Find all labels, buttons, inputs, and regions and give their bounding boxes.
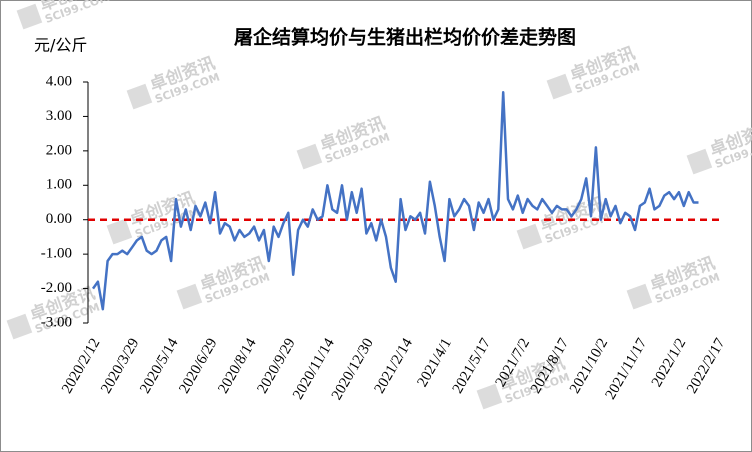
y-tick-label: -3.00 (41, 314, 72, 330)
watermark-logo (476, 383, 503, 410)
data-line (91, 91, 699, 311)
y-tick-label: 4.00 (46, 73, 72, 89)
watermark-logo (626, 283, 653, 310)
y-tick-label: 0.00 (46, 211, 72, 227)
watermark-logo (16, 3, 43, 30)
y-tick-label: 1.00 (46, 177, 72, 193)
y-tick-label: -2.00 (41, 280, 72, 296)
y-tick-label: 2.00 (46, 142, 72, 158)
chart-title: 屠企结算均价与生猪出栏均价价差走势图 (234, 26, 576, 49)
y-tick-label: -1.00 (41, 246, 72, 262)
watermark-logo (126, 83, 153, 110)
watermark-logo (546, 73, 573, 100)
y-tick-label: 3.00 (46, 108, 72, 124)
watermark-logo (106, 218, 133, 245)
watermark-logo (296, 143, 323, 170)
y-axis-label: 元/公斤 (34, 36, 87, 55)
watermark-logo (6, 313, 33, 340)
watermark-logo (686, 148, 713, 175)
watermark-logo (516, 223, 543, 250)
watermark-logo (176, 283, 203, 310)
